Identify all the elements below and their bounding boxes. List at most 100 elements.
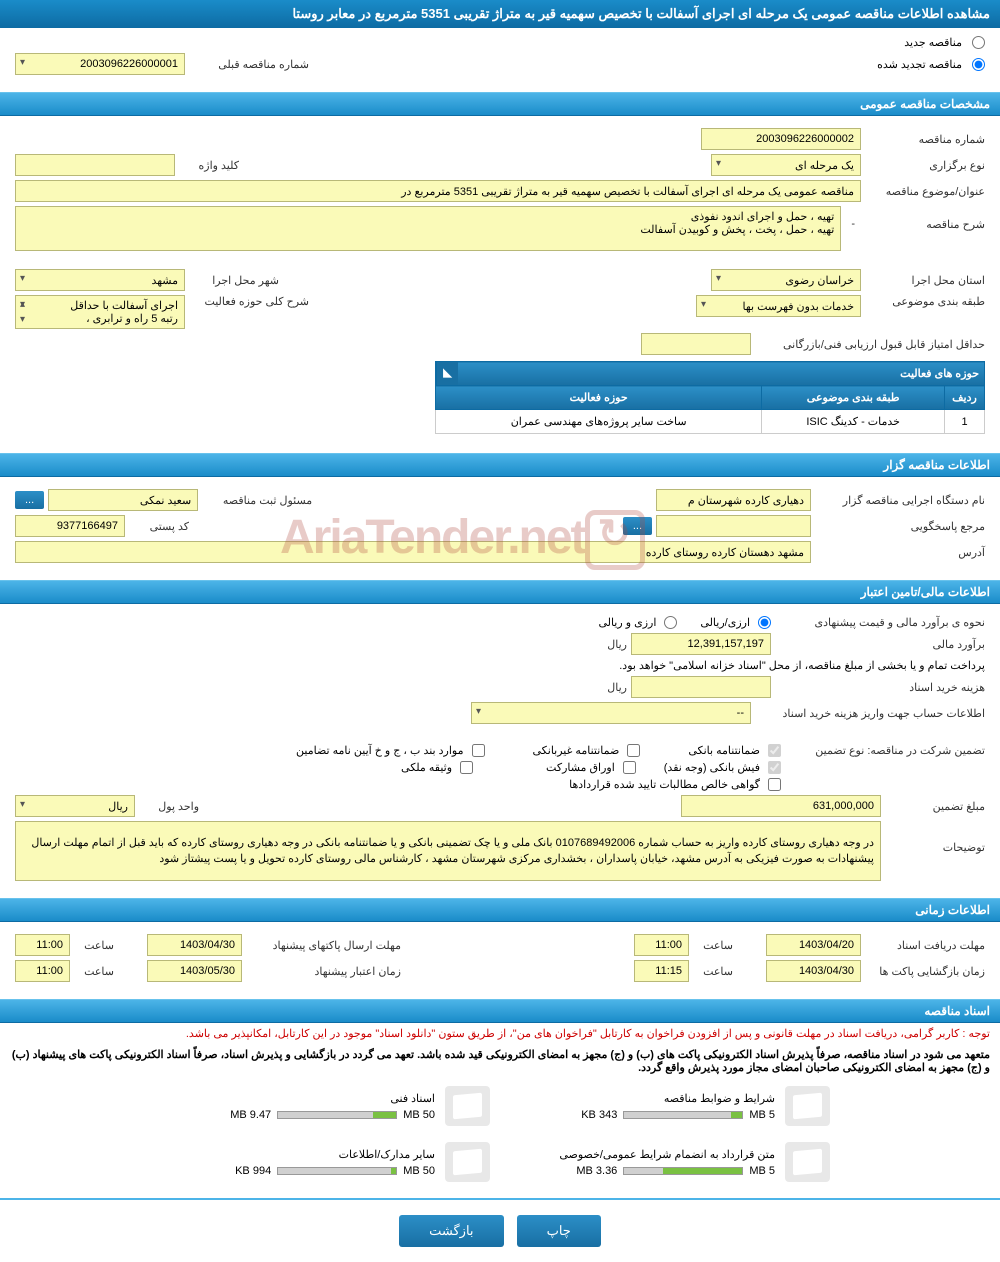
tender-type-renewed-row: مناقصه تجدید شده	[877, 58, 985, 71]
activity-desc-field[interactable]: اجرای آسفالت با حداقل رتبه 5 راه و ترابر…	[15, 295, 185, 329]
file-progress-bar	[277, 1111, 397, 1119]
org-label: نام دستگاه اجرایی مناقصه گزار	[815, 494, 985, 507]
rial-label-2: ریال	[597, 681, 627, 694]
prev-tender-no-select[interactable]: 2003096226000001	[15, 53, 185, 75]
file-card-conditions[interactable]: شرایط و ضوابط مناقصه 5 MB 343 KB	[510, 1086, 830, 1126]
section-time-title: اطلاعات زمانی	[0, 898, 1000, 922]
file-progress-bar	[623, 1111, 743, 1119]
folder-icon	[785, 1086, 830, 1126]
doc-receive-time[interactable]: 11:00	[634, 934, 689, 956]
file-size: 994 KB	[235, 1165, 271, 1177]
time-label-3: ساعت	[693, 965, 733, 978]
currency-label: واحد پول	[139, 800, 199, 813]
city-select[interactable]: مشهد	[15, 269, 185, 291]
chk-property-label: وثیقه ملکی	[401, 761, 452, 774]
file-size: 3.36 MB	[576, 1165, 617, 1177]
rial-label: ریال	[597, 638, 627, 651]
proposal-send-time[interactable]: 11:00	[15, 934, 70, 956]
file-max: 50 MB	[403, 1109, 435, 1121]
file-card-technical[interactable]: اسناد فنی 50 MB 9.47 MB	[170, 1086, 490, 1126]
min-score-label: حداقل امتیاز قابل قبول ارزیابی فنی/بازرگ…	[755, 338, 985, 351]
file-card-other[interactable]: سایر مدارک/اطلاعات 50 MB 994 KB	[170, 1142, 490, 1182]
address-field: مشهد دهستان کارده روستای کارده	[15, 541, 811, 563]
envelope-open-time[interactable]: 11:15	[634, 960, 689, 982]
dash-icon: -	[845, 206, 861, 230]
keyword-label: کلید واژه	[179, 159, 239, 172]
back-button[interactable]: بازگشت	[399, 1215, 503, 1247]
tender-no-field: 2003096226000002	[701, 128, 861, 150]
time-label-4: ساعت	[74, 965, 114, 978]
file-progress-bar	[277, 1167, 397, 1175]
folder-icon	[445, 1086, 490, 1126]
chk-bonds[interactable]	[623, 761, 636, 774]
notes-field[interactable]: در وجه دهیاری روستای کارده واریز به حساب…	[15, 821, 881, 881]
section-financial-title: اطلاعات مالی/تامین اعتبار	[0, 580, 1000, 604]
radio-new-tender[interactable]	[972, 36, 985, 49]
prev-tender-no-label: شماره مناقصه قبلی	[189, 58, 309, 71]
row-no: 1	[945, 410, 985, 434]
postal-label: کد پستی	[129, 520, 189, 533]
guarantee-amount-field: 631,000,000	[681, 795, 881, 817]
category-select[interactable]: خدمات بدون فهرست بها	[696, 295, 861, 317]
desc-label: شرح مناقصه	[865, 206, 985, 231]
scroll-down-icon[interactable]: ▾	[20, 314, 25, 325]
doc-receive-date[interactable]: 1403/04/20	[766, 934, 861, 956]
type-select[interactable]: یک مرحله ای	[711, 154, 861, 176]
chk-bank-guarantee[interactable]	[768, 744, 781, 757]
file-title: شرایط و ضوابط مناقصه	[510, 1092, 775, 1105]
subject-field[interactable]: مناقصه عمومی یک مرحله ای اجرای آسفالت با…	[15, 180, 861, 202]
chk-regulation-label: موارد بند ب ، ج و خ آیین نامه تضامین	[296, 744, 463, 757]
file-max: 50 MB	[403, 1165, 435, 1177]
proposal-validity-time[interactable]: 11:00	[15, 960, 70, 982]
row-act: ساخت سایر پروژه‌های مهندسی عمران	[436, 410, 762, 434]
payment-note: پرداخت تمام و یا بخشی از مبلغ مناقصه، از…	[619, 659, 985, 672]
page-title: مشاهده اطلاعات مناقصه عمومی یک مرحله ای …	[0, 0, 1000, 28]
file-title: اسناد فنی	[170, 1092, 435, 1105]
doc-receive-label: مهلت دریافت اسناد	[865, 939, 985, 952]
estimate-method-label: نحوه ی برآورد مالی و قیمت پیشنهادی	[775, 616, 985, 629]
category-label: طبقه بندی موضوعی	[865, 295, 985, 308]
table-collapse-icon[interactable]: ◣	[436, 362, 458, 385]
desc-line1: تهیه ، حمل و اجرای اندود نفوذی	[691, 210, 835, 223]
chk-receivables[interactable]	[768, 778, 781, 791]
account-select[interactable]: --	[471, 702, 751, 724]
doc-cost-field[interactable]	[631, 676, 771, 698]
scroll-up-icon[interactable]: ▴	[20, 299, 25, 310]
folder-icon	[785, 1142, 830, 1182]
registrant-field: سعید نمکی	[48, 489, 198, 511]
currency-select[interactable]: ریال	[15, 795, 135, 817]
proposal-validity-label: زمان اعتبار پیشنهاد	[246, 965, 401, 978]
file-progress-bar	[623, 1167, 743, 1175]
folder-icon	[445, 1142, 490, 1182]
radio-both-label: ارزی و ریالی	[598, 616, 656, 629]
col-row: ردیف	[945, 386, 985, 410]
keyword-field[interactable]	[15, 154, 175, 176]
chk-regulation[interactable]	[472, 744, 485, 757]
section-organizer-title: اطلاعات مناقصه گزار	[0, 453, 1000, 477]
chk-bank-guarantee-label: ضمانتنامه بانکی	[688, 744, 760, 757]
file-card-contract[interactable]: متن قرارداد به انضمام شرایط عمومی/خصوصی …	[510, 1142, 830, 1182]
proposal-send-date[interactable]: 1403/04/30	[147, 934, 242, 956]
section-general-title: مشخصات مناقصه عمومی	[0, 92, 1000, 116]
min-score-field[interactable]	[641, 333, 751, 355]
proposal-validity-date[interactable]: 1403/05/30	[147, 960, 242, 982]
city-label: شهر محل اجرا	[189, 274, 279, 287]
chk-property[interactable]	[460, 761, 473, 774]
chk-cash[interactable]	[768, 761, 781, 774]
print-button[interactable]: چاپ	[517, 1215, 601, 1247]
province-select[interactable]: خراسان رضوی	[711, 269, 861, 291]
desc-line2: تهیه ، حمل ، پخت ، پخش و کوبیدن آسفالت	[640, 223, 834, 236]
radio-rial[interactable]	[758, 616, 771, 629]
contact-more-button[interactable]: ...	[623, 517, 652, 535]
file-size: 343 KB	[581, 1109, 617, 1121]
chk-nonbank-guarantee[interactable]	[627, 744, 640, 757]
guarantee-label: تضمین شرکت در مناقصه: نوع تضمین	[785, 744, 985, 757]
contact-field[interactable]	[656, 515, 811, 537]
registrant-more-button[interactable]: ...	[15, 491, 44, 509]
desc-field[interactable]: تهیه ، حمل و اجرای اندود نفوذی تهیه ، حم…	[15, 206, 841, 251]
file-title: سایر مدارک/اطلاعات	[170, 1148, 435, 1161]
envelope-open-date[interactable]: 1403/04/30	[766, 960, 861, 982]
radio-both[interactable]	[664, 616, 677, 629]
activity-desc-line1: اجرای آسفالت با حداقل	[70, 299, 178, 312]
radio-renewed-tender[interactable]	[972, 58, 985, 71]
